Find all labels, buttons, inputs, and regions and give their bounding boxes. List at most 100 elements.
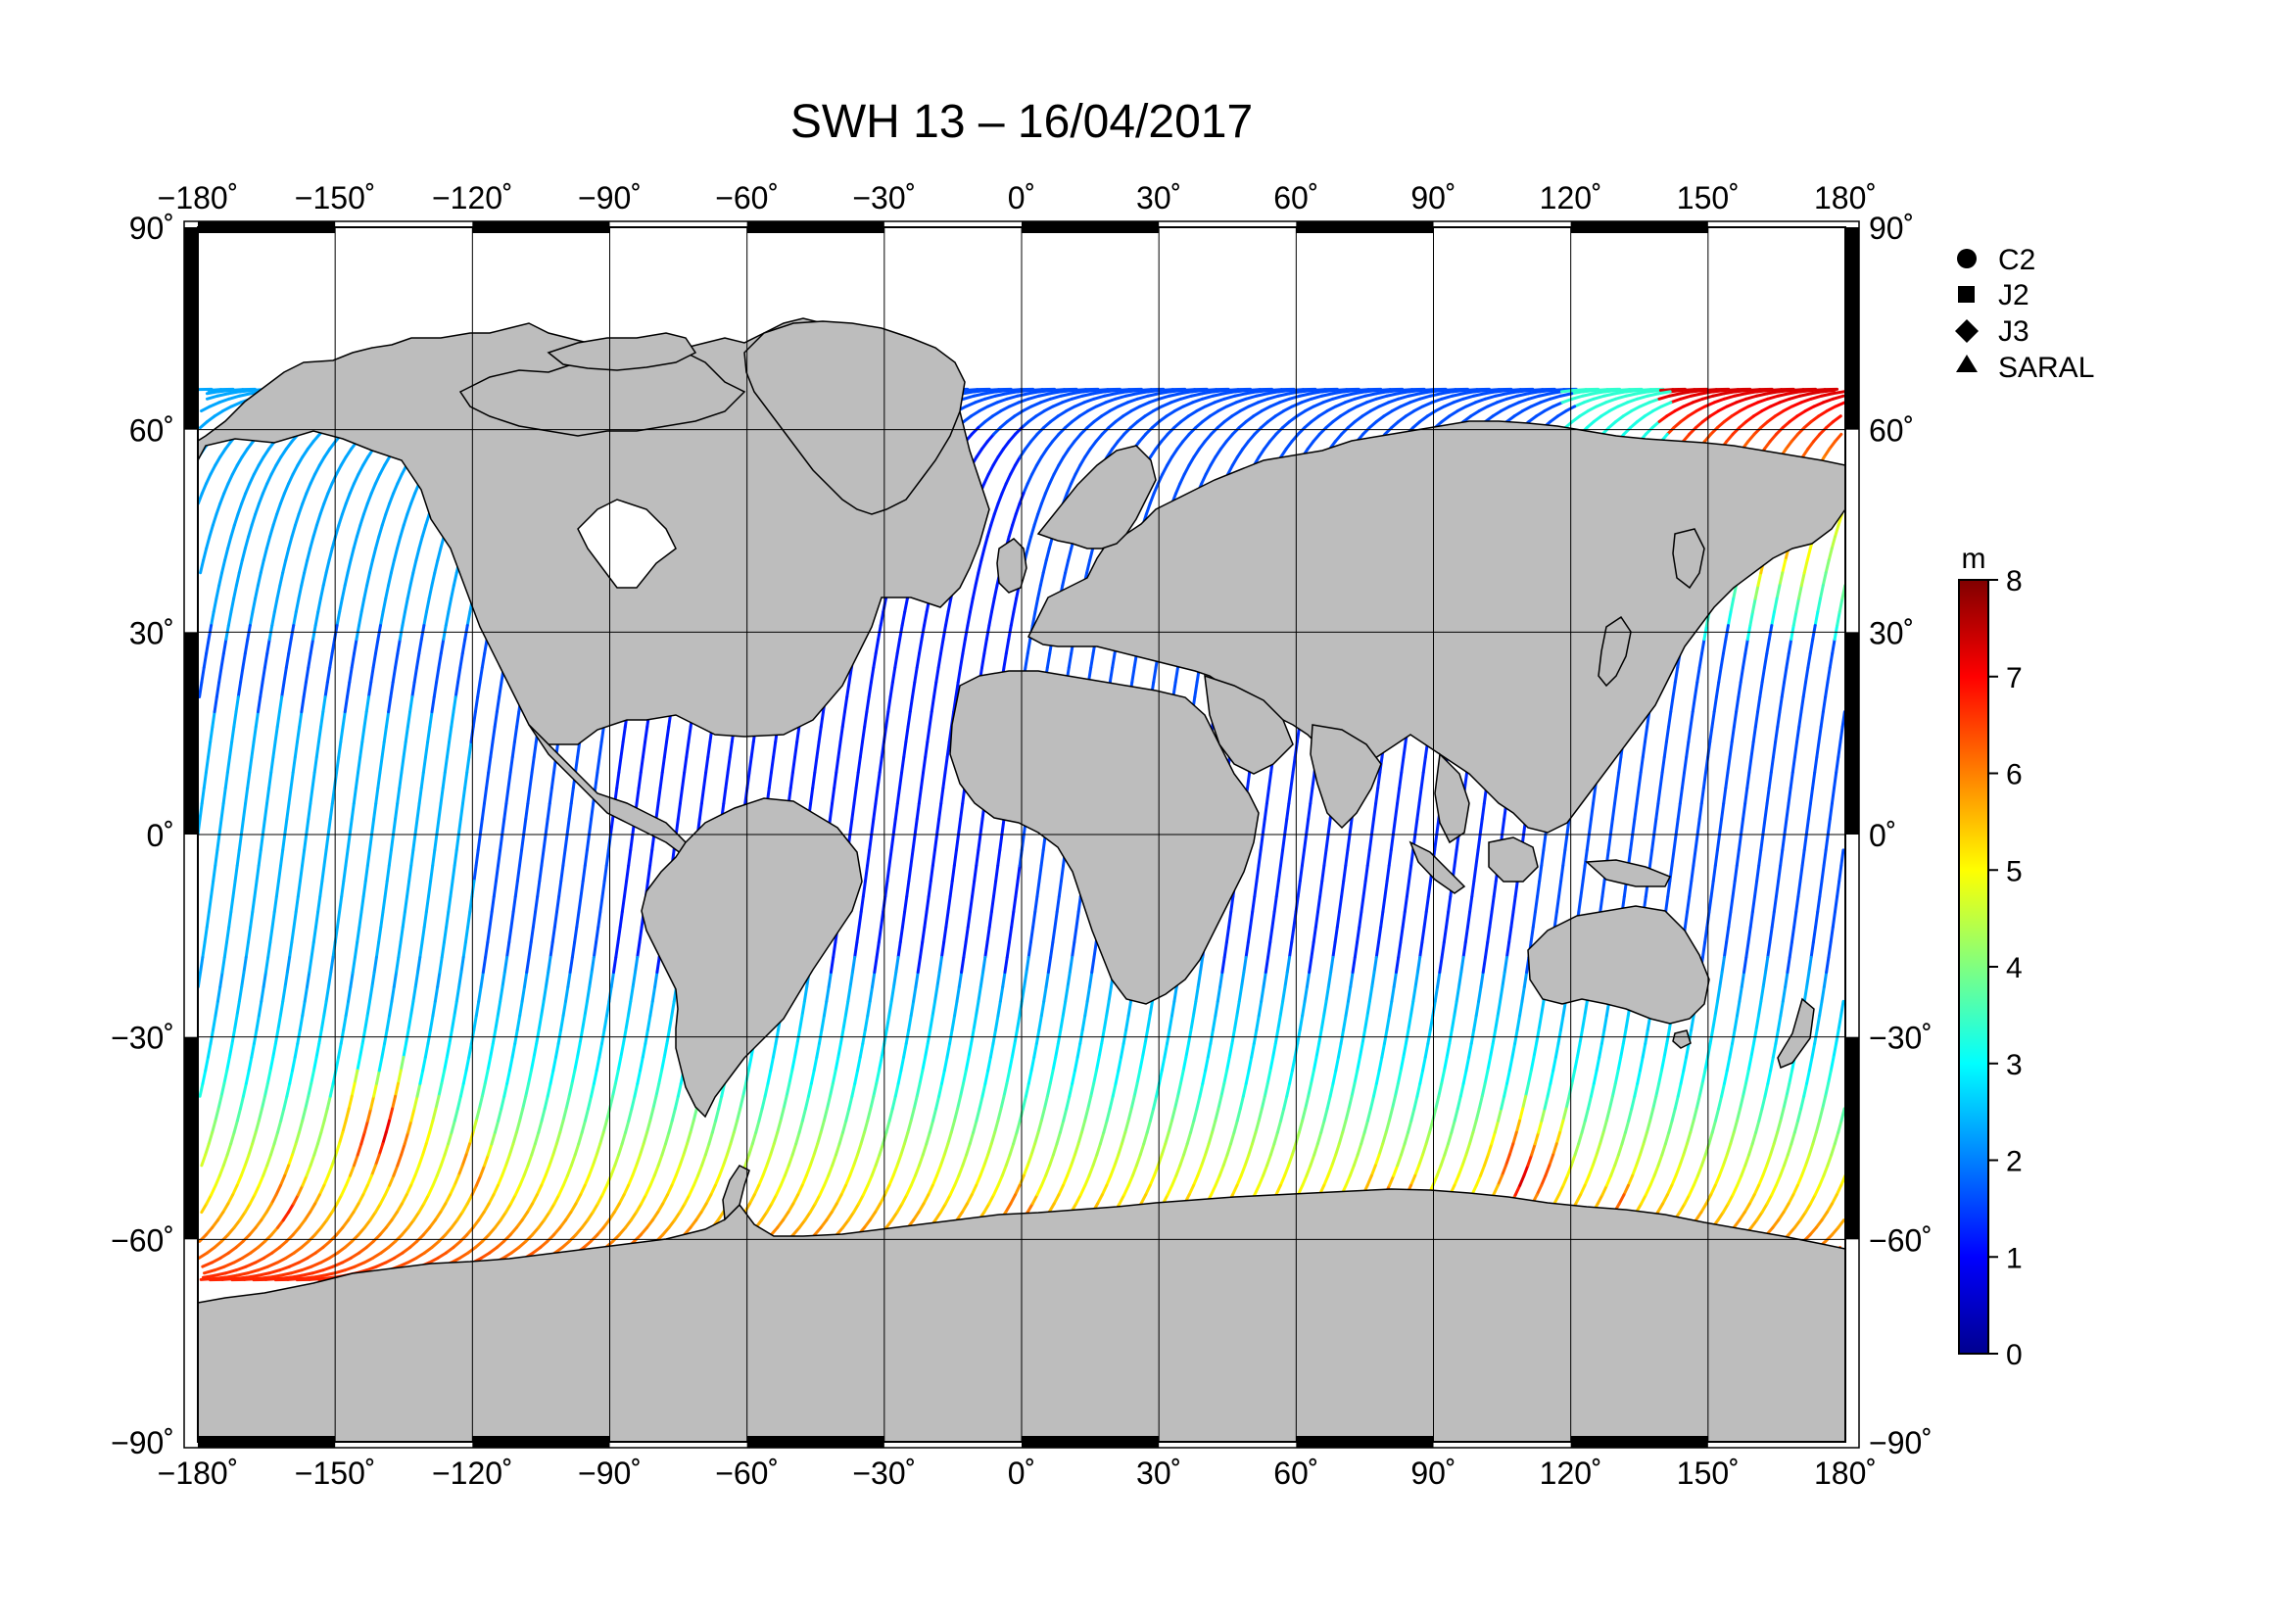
track-segment xyxy=(569,803,571,819)
track-segment xyxy=(312,1275,324,1277)
track-segment xyxy=(1022,835,1024,850)
track-segment xyxy=(1257,866,1259,882)
track-segment xyxy=(1037,882,1039,897)
track-segment xyxy=(322,866,324,882)
track-segment xyxy=(1274,896,1276,912)
track-segment xyxy=(1350,819,1352,835)
track-segment xyxy=(499,850,501,866)
track-segment xyxy=(1339,896,1341,912)
track-segment xyxy=(774,741,776,757)
track-segment xyxy=(413,835,415,850)
track-segment xyxy=(1315,912,1317,928)
track-segment xyxy=(381,912,383,928)
track-segment xyxy=(536,896,538,912)
track-segment xyxy=(264,803,266,819)
track-segment xyxy=(685,757,687,773)
track-segment xyxy=(1313,773,1314,788)
track-segment xyxy=(926,741,928,757)
track-segment xyxy=(998,850,1000,866)
track-segment xyxy=(664,741,666,757)
track-segment xyxy=(975,866,977,882)
track-segment xyxy=(532,757,534,773)
track-segment xyxy=(650,850,652,866)
track-segment xyxy=(1235,390,1247,391)
track-segment xyxy=(952,866,954,882)
track-segment xyxy=(583,866,585,882)
track-segment xyxy=(1018,390,1029,391)
track-segment xyxy=(1360,912,1361,928)
track-segment xyxy=(241,819,243,835)
track-segment xyxy=(1333,392,1345,394)
track-segment xyxy=(300,866,302,882)
track-segment xyxy=(641,757,643,773)
track-segment xyxy=(223,788,225,803)
track-segment xyxy=(1214,390,1225,391)
track-segment xyxy=(554,912,556,928)
track-segment xyxy=(411,850,413,866)
track-segment xyxy=(985,392,997,394)
track-segment xyxy=(456,835,458,850)
track-segment xyxy=(1055,912,1057,928)
track-segment xyxy=(1276,882,1278,897)
track-segment xyxy=(961,803,963,819)
track-segment xyxy=(790,773,792,788)
track-segment xyxy=(1294,912,1296,928)
track-segment xyxy=(303,850,305,866)
track-segment xyxy=(863,882,865,897)
track-segment xyxy=(581,882,583,897)
track-segment xyxy=(1838,882,1839,897)
track-segment xyxy=(1365,866,1367,882)
track-segment xyxy=(795,741,797,757)
track-segment xyxy=(1050,392,1062,394)
track-segment xyxy=(209,741,211,757)
track-segment xyxy=(1291,773,1293,788)
track-segment xyxy=(546,819,548,835)
track-segment xyxy=(1320,882,1322,897)
track-segment xyxy=(405,896,406,912)
track-segment xyxy=(587,835,589,850)
track-segment xyxy=(484,788,486,803)
track-segment xyxy=(874,803,876,819)
track-segment xyxy=(217,835,219,850)
track-segment xyxy=(1369,835,1371,850)
track-segment xyxy=(517,866,519,882)
track-segment xyxy=(629,850,631,866)
track-segment xyxy=(1442,392,1454,394)
track-segment xyxy=(838,741,840,757)
track-segment xyxy=(989,912,991,928)
track-segment xyxy=(1348,835,1350,850)
track-segment xyxy=(1378,773,1380,788)
track-segment xyxy=(620,912,622,928)
track-segment xyxy=(811,788,813,803)
track-segment xyxy=(200,803,202,819)
track-segment xyxy=(310,788,312,803)
track-segment xyxy=(289,788,291,803)
track-segment xyxy=(380,757,382,773)
track-segment xyxy=(932,850,934,866)
track-segment xyxy=(852,803,854,819)
track-segment xyxy=(1833,912,1835,928)
track-segment xyxy=(948,896,950,912)
track-segment xyxy=(526,803,528,819)
track-segment xyxy=(1453,390,1464,391)
track-segment xyxy=(1322,866,1324,882)
track-segment xyxy=(1305,835,1307,850)
track-segment xyxy=(1287,803,1289,819)
track-segment xyxy=(1014,896,1016,912)
track-segment xyxy=(354,788,356,803)
track-segment xyxy=(530,773,532,788)
track-segment xyxy=(708,741,710,757)
track-segment xyxy=(474,866,476,882)
track-segment xyxy=(927,896,929,912)
track-segment xyxy=(467,757,469,773)
track-segment xyxy=(496,866,498,882)
track-segment xyxy=(276,882,278,897)
track-segment xyxy=(921,773,923,788)
track-segment xyxy=(387,866,389,882)
track-segment xyxy=(508,773,510,788)
track-segment xyxy=(771,757,773,773)
track-segment xyxy=(460,803,462,819)
track-segment xyxy=(428,882,430,897)
track-segment xyxy=(1289,788,1291,803)
track-segment xyxy=(994,882,996,897)
